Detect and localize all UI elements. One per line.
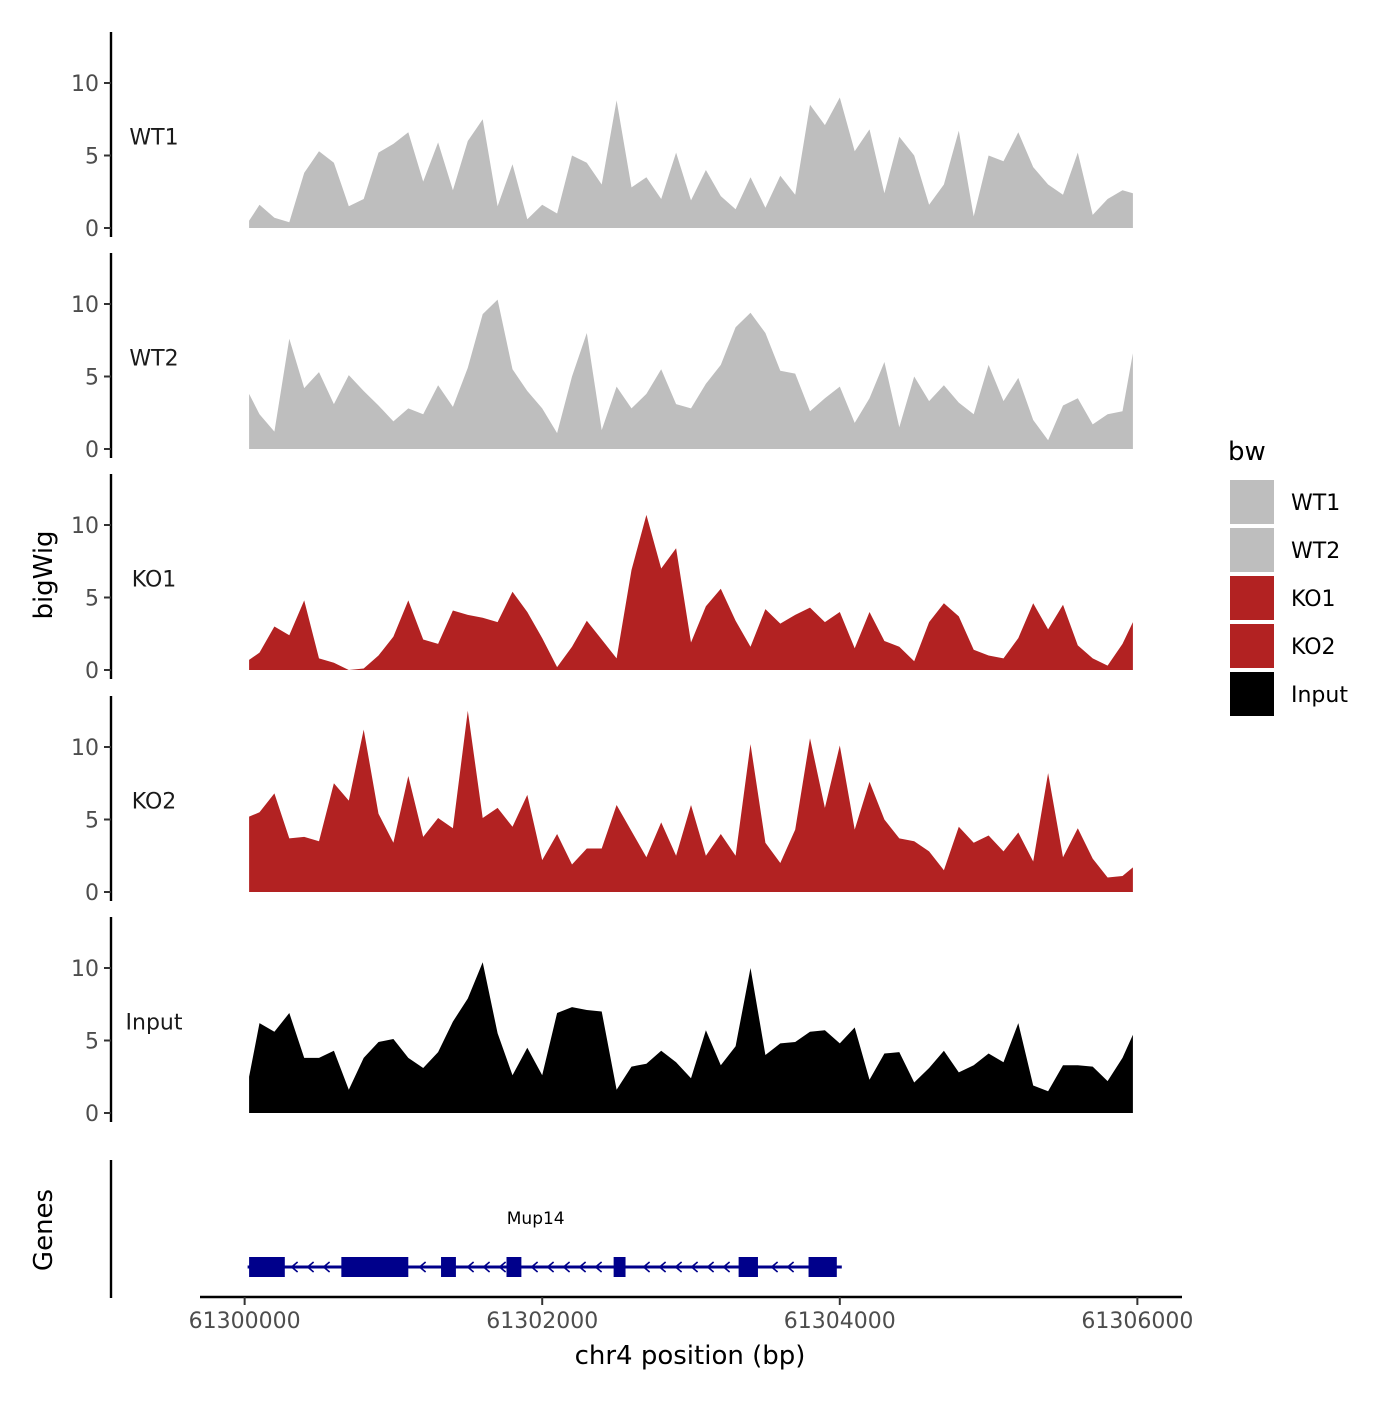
strand-arrow <box>562 1261 571 1273</box>
gene-exon <box>249 1257 285 1277</box>
legend-key-ko1 <box>1230 576 1274 620</box>
strand-arrow <box>578 1261 587 1273</box>
area-input <box>249 962 1133 1113</box>
area-wt2 <box>249 299 1133 449</box>
track-label-ko1: KO1 <box>132 568 177 593</box>
track-label-wt1: WT1 <box>129 126 178 151</box>
y-axis-title: bigWig <box>29 530 59 619</box>
area-wt1 <box>249 97 1133 228</box>
strand-arrow <box>722 1261 731 1273</box>
strand-arrow <box>690 1261 699 1273</box>
y-tick-label: 10 <box>71 957 99 982</box>
genes-axis-title: Genes <box>29 1189 59 1271</box>
gene-exon <box>738 1257 758 1277</box>
y-tick-label: 5 <box>85 587 99 612</box>
strand-arrow <box>786 1261 795 1273</box>
y-tick-label: 5 <box>85 366 99 391</box>
strand-arrow <box>418 1261 427 1273</box>
legend-title: bw <box>1228 437 1266 467</box>
y-tick-label: 5 <box>85 145 99 170</box>
area-ko2 <box>249 710 1133 892</box>
strand-arrow <box>706 1261 715 1273</box>
strand-arrows <box>290 1261 795 1273</box>
track-label-input: Input <box>126 1011 183 1036</box>
gene-exon <box>341 1257 409 1277</box>
track-label-wt2: WT2 <box>129 347 178 372</box>
legend-key-wt2 <box>1230 528 1274 572</box>
x-tick-label: 61306000 <box>1081 1309 1193 1334</box>
strand-arrow <box>658 1261 667 1273</box>
strand-arrow <box>290 1261 299 1273</box>
legend-label-wt1: WT1 <box>1291 491 1340 516</box>
strand-arrow <box>674 1261 683 1273</box>
legend: bw WT1 WT2 KO1 KO2 Input <box>1228 437 1348 716</box>
track-wt1: WT1 0 5 10 <box>71 32 1133 242</box>
genes-track: Mup14 <box>109 1160 842 1298</box>
strand-arrow <box>322 1261 331 1273</box>
y-tick-label: 0 <box>85 659 99 684</box>
area-ko1 <box>249 514 1133 670</box>
strand-arrow <box>770 1261 779 1273</box>
legend-key-wt1 <box>1230 480 1274 524</box>
track-input: Input 0 5 10 <box>71 917 1133 1127</box>
legend-key-ko2 <box>1230 624 1274 668</box>
gene-exon <box>808 1257 837 1277</box>
y-tick-label: 0 <box>85 438 99 463</box>
y-tick-label: 0 <box>85 1102 99 1127</box>
strand-arrow <box>530 1261 539 1273</box>
gene-exon <box>613 1257 626 1277</box>
y-tick-label: 10 <box>71 514 99 539</box>
track-ko2: KO2 0 5 10 <box>71 696 1133 906</box>
y-tick-label: 0 <box>85 881 99 906</box>
x-tick-label: 61300000 <box>189 1309 301 1334</box>
y-tick-label: 5 <box>85 1030 99 1055</box>
y-tick-label: 5 <box>85 809 99 834</box>
y-tick-label: 10 <box>71 72 99 97</box>
x-tick-label: 61304000 <box>784 1309 896 1334</box>
x-axis-title: chr4 position (bp) <box>575 1341 806 1371</box>
y-tick-label: 10 <box>71 293 99 318</box>
legend-label-wt2: WT2 <box>1291 539 1340 564</box>
x-tick-label: 61302000 <box>486 1309 598 1334</box>
strand-arrow <box>466 1261 475 1273</box>
legend-key-input <box>1230 672 1274 716</box>
tracks-layer: WT1 0 5 10 WT2 0 5 10 KO1 0 5 10 KO2 0 5 10 Input 0 5 10 <box>71 32 1133 1127</box>
strand-arrow <box>482 1261 491 1273</box>
strand-arrow <box>498 1261 507 1273</box>
strand-arrow <box>642 1261 651 1273</box>
track-wt2: WT2 0 5 10 <box>71 253 1133 463</box>
y-tick-label: 10 <box>71 736 99 761</box>
gene-exon <box>441 1257 456 1277</box>
gene-name-label: Mup14 <box>507 1209 565 1229</box>
strand-arrow <box>594 1261 603 1273</box>
strand-arrow <box>306 1261 315 1273</box>
y-tick-label: 0 <box>85 217 99 242</box>
strand-arrow <box>546 1261 555 1273</box>
track-label-ko2: KO2 <box>132 790 177 815</box>
track-ko1: KO1 0 5 10 <box>71 474 1133 684</box>
legend-label-input: Input <box>1291 683 1348 708</box>
legend-label-ko2: KO2 <box>1291 635 1336 660</box>
gene-exon <box>506 1257 522 1277</box>
legend-label-ko1: KO1 <box>1291 587 1336 612</box>
x-axis: 61300000 61302000 61304000 61306000 <box>189 1295 1193 1334</box>
